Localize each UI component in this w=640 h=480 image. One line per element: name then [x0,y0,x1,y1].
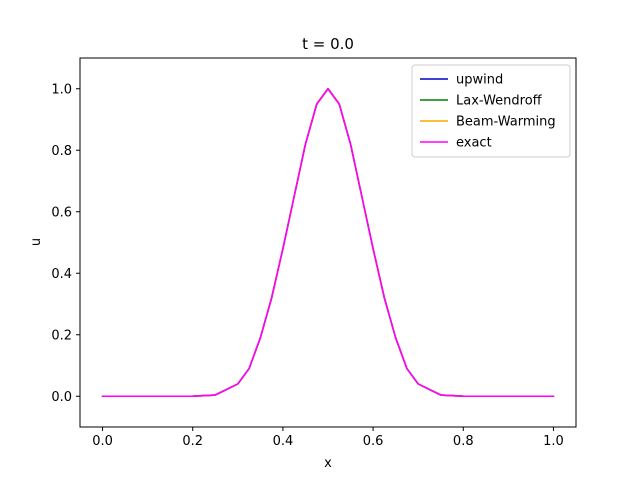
y-tick-label: 1.0 [51,82,72,97]
axes-layer: 0.0 0.2 0.4 0.6 0.8 1.0 0.0 0.2 0.4 0.6 0.8 1.0 [51,57,577,449]
series-layer [101,87,555,398]
legend-label: Lax-Wendroff [456,94,543,109]
legend: upwind Lax-Wendroff Beam-Warming exact [411,64,571,158]
legend-box [411,64,571,158]
legend-label: exact [456,136,492,151]
y-axis-label: u [29,238,44,246]
x-tick-label: 0.6 [363,434,384,449]
axes-frame [79,57,577,428]
y-tick-label: 0.8 [51,144,72,159]
y-tick-label: 0.0 [51,390,72,405]
x-tick-label: 0.2 [182,434,203,449]
legend-label: upwind [456,73,503,88]
legend-label: Beam-Warming [456,115,556,130]
y-tick-label: 0.2 [51,328,72,343]
x-tick-label: 0.0 [92,434,113,449]
series-line-exact [101,87,555,398]
x-tick-label: 0.4 [273,434,294,449]
x-tick-label: 1.0 [543,434,564,449]
x-axis-label: x [324,456,332,471]
y-tick-label: 0.4 [51,267,72,282]
y-tick-label: 0.6 [51,205,72,220]
chart-title: t = 0.0 [302,35,354,53]
x-tick-label: 0.8 [453,434,474,449]
